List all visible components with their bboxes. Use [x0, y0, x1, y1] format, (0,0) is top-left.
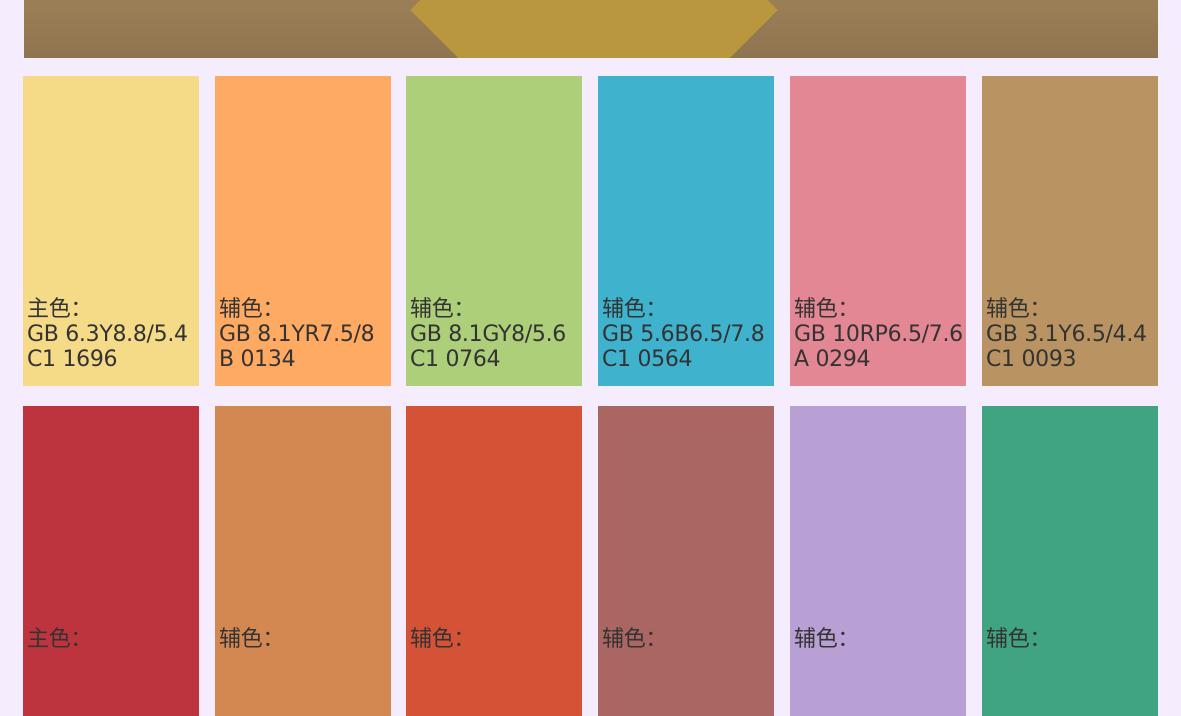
swatch-label: 辅色：	[410, 297, 476, 322]
color-swatch: 主色： GB 6.3Y8.8/5.4 C1 1696	[23, 76, 199, 386]
swatch-text: 辅色： GB 10RP6.5/7.6 A 0294	[794, 297, 963, 372]
swatch-label: 主色：	[27, 627, 93, 652]
swatch-label: 主色：	[27, 297, 93, 322]
color-swatch: 辅色： GB 5.6B6.5/7.8 C1 0564	[598, 76, 774, 386]
swatch-code: GB 3.1Y6.5/4.4	[986, 322, 1147, 347]
swatch-ref: C1 1696	[27, 347, 118, 372]
color-swatch: 辅色： GB 10RP6.5/7.6 A 0294	[790, 76, 966, 386]
color-swatch: 辅色： GB 8.1GY8/5.6 C1 0764	[406, 76, 582, 386]
swatch-label: 辅色：	[410, 627, 476, 652]
swatch-text: 辅色： GB 8.1YR7.5/8 B 0134	[219, 297, 375, 372]
swatch-text: 辅色： GB 5.6B6.5/7.8 C1 0564	[602, 297, 765, 372]
swatch-label: 辅色：	[986, 627, 1052, 652]
swatch-label: 辅色：	[794, 627, 860, 652]
color-swatch: 辅色：	[790, 406, 966, 716]
swatch-ref: C1 0093	[986, 347, 1077, 372]
hero-image	[24, 0, 1158, 58]
swatch-code: GB 6.3Y8.8/5.4	[27, 322, 188, 347]
color-swatch: 辅色：	[982, 406, 1158, 716]
swatch-text: 辅色： GB 8.1GY8/5.6 C1 0764	[410, 297, 566, 372]
swatch-label: 辅色：	[794, 297, 860, 322]
swatch-code: GB 8.1YR7.5/8	[219, 322, 375, 347]
color-swatch: 辅色：	[215, 406, 391, 716]
color-swatch: 辅色： GB 8.1YR7.5/8 B 0134	[215, 76, 391, 386]
swatch-label: 辅色：	[219, 627, 285, 652]
swatch-code: GB 5.6B6.5/7.8	[602, 322, 765, 347]
swatch-label: 辅色：	[219, 297, 285, 322]
color-swatch: 辅色：	[598, 406, 774, 716]
swatch-ref: B 0134	[219, 347, 296, 372]
swatch-text: 辅色：	[794, 627, 859, 652]
swatch-ref: C1 0764	[410, 347, 501, 372]
swatch-label: 辅色：	[602, 297, 668, 322]
swatch-text: 辅色：	[219, 627, 284, 652]
furniture-shape	[410, 0, 778, 58]
color-swatch: 主色：	[23, 406, 199, 716]
swatch-label: 辅色：	[986, 297, 1052, 322]
swatch-code: GB 8.1GY8/5.6	[410, 322, 567, 347]
swatch-text: 主色： GB 6.3Y8.8/5.4 C1 1696	[27, 297, 188, 372]
swatch-text: 辅色：	[986, 627, 1051, 652]
swatch-text: 主色：	[27, 627, 92, 652]
color-swatch: 辅色：	[406, 406, 582, 716]
swatch-text: 辅色：	[410, 627, 475, 652]
swatch-text: 辅色： GB 3.1Y6.5/4.4 C1 0093	[986, 297, 1147, 372]
color-swatch: 辅色： GB 3.1Y6.5/4.4 C1 0093	[982, 76, 1158, 386]
swatch-label: 辅色：	[602, 627, 668, 652]
swatch-ref: A 0294	[794, 347, 871, 372]
swatch-ref: C1 0564	[602, 347, 693, 372]
swatch-code: GB 10RP6.5/7.6	[794, 322, 963, 347]
swatch-text: 辅色：	[602, 627, 667, 652]
